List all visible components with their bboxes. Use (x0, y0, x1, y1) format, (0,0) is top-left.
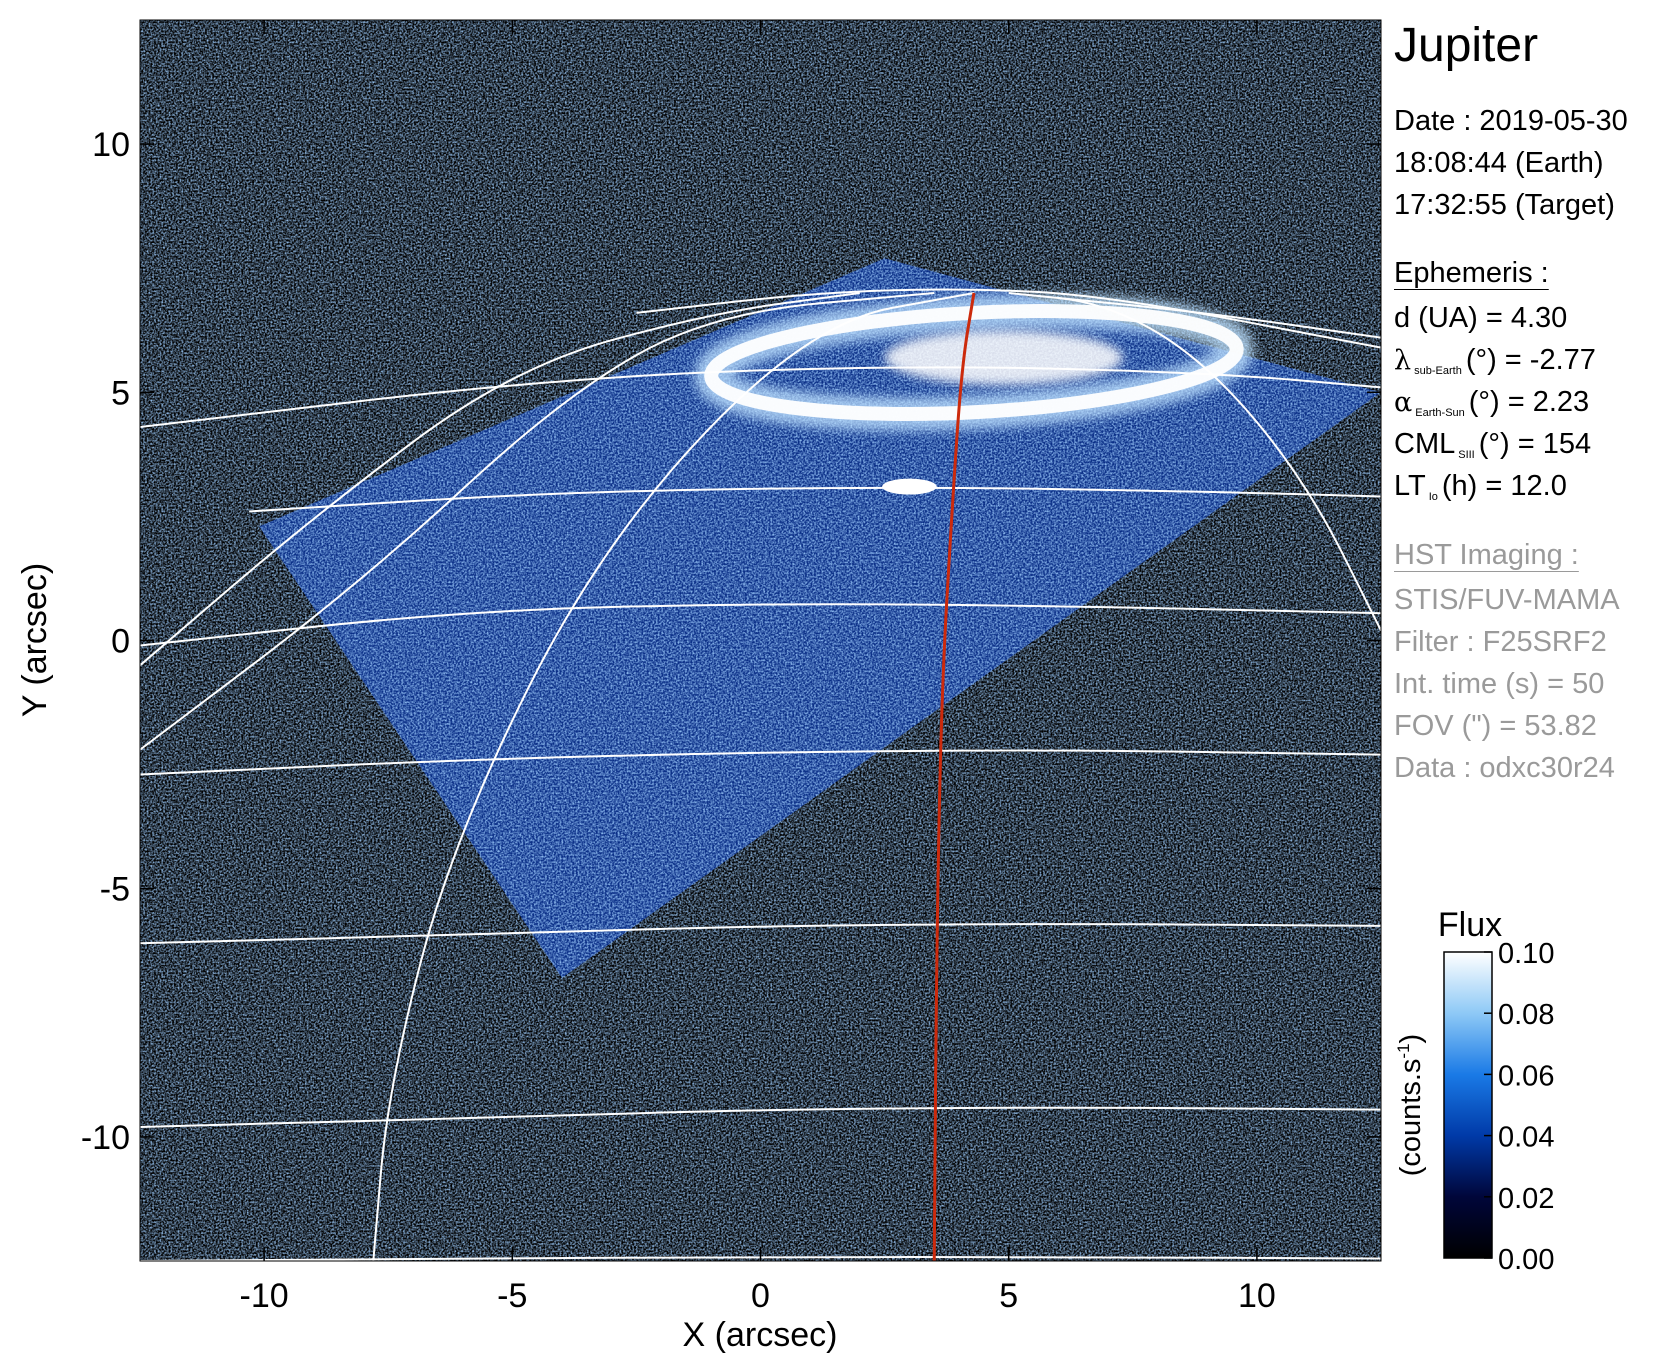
longitude-gridline (1008, 292, 1381, 632)
colorbar-title: Flux (1438, 906, 1502, 944)
ephemeris-header: Ephemeris : (1394, 257, 1549, 289)
date-text: Date : 2019-05-30 (1394, 105, 1628, 137)
colorbar-tick-label: 0.02 (1498, 1183, 1554, 1215)
colorbar-tick-label: 0.06 (1498, 1060, 1554, 1092)
x-tick-label: -5 (497, 1277, 527, 1315)
polar-emission (884, 330, 1123, 385)
time-target-text: 17:32:55 (Target) (1394, 189, 1615, 221)
colorbar-tick-label: 0.08 (1498, 999, 1554, 1031)
sub-earth-latitude-text: λ sub-Earth (°) = -2.77 (1394, 344, 1596, 377)
colorbar-label: (counts.s-1) (1394, 1034, 1427, 1176)
latitude-gridline (636, 288, 1381, 349)
latitude-gridline (249, 486, 1381, 513)
latitude-gridline (140, 1106, 1381, 1128)
fov-text: FOV (") = 53.82 (1394, 710, 1597, 742)
integration-time-text: Int. time (s) = 50 (1394, 668, 1605, 700)
longitude-gridline (372, 292, 975, 1261)
y-tick-label: -10 (81, 1119, 130, 1157)
y-axis: -10 -5 0 5 10 (81, 126, 1381, 1157)
detector-noise-texture (259, 258, 1381, 979)
phase-angle-text: α Earth-Sun (°) = 2.23 (1394, 386, 1590, 419)
y-tick-label: 0 (111, 623, 130, 661)
longitude-gridline (1058, 296, 1381, 339)
x-tick-label: -10 (240, 1277, 289, 1315)
latitude-gridline (140, 923, 1381, 945)
y-tick-label: 10 (92, 126, 130, 164)
colorbar-tick-label: 0.00 (1498, 1244, 1554, 1276)
cml-text: CML SIII (°) = 154 (1394, 428, 1592, 461)
hst-imaging-header: HST Imaging : (1394, 539, 1579, 571)
io-footprint-spot (882, 478, 937, 495)
x-tick-label: 10 (1238, 1277, 1276, 1315)
colorbar-tick-label: 0.10 (1498, 938, 1554, 970)
x-tick-label: 5 (999, 1277, 1018, 1315)
latitude-gridline (140, 366, 1381, 429)
colorbar-scale (1443, 951, 1493, 1259)
y-axis-label: Y (arcsec) (16, 563, 54, 717)
x-tick-label: 0 (751, 1277, 770, 1315)
x-axis: -10 -5 0 5 10 (240, 20, 1276, 1315)
y-tick-label: -5 (100, 871, 130, 909)
colorbar: Flux 0.00 0.02 0.04 0.06 0.08 0.10 (counts.s-… (1394, 906, 1554, 1276)
latitude-gridline (140, 603, 1381, 647)
longitude-gridline (140, 292, 860, 667)
emission-layer (259, 258, 1381, 979)
longitude-gridline (140, 292, 935, 751)
planet-name: Jupiter (1394, 19, 1539, 72)
instrument-text: STIS/FUV-MAMA (1394, 584, 1620, 616)
coordinate-grid (140, 288, 1381, 1261)
x-axis-label: X (arcsec) (683, 1316, 838, 1354)
distance-text: d (UA) = 4.30 (1394, 302, 1568, 334)
latitude-gridline (140, 749, 1381, 776)
io-footpath-curve (932, 292, 976, 1261)
local-time-text: LT Io (h) = 12.0 (1394, 470, 1567, 503)
data-id-text: Data : odxc30r24 (1394, 752, 1615, 784)
time-earth-text: 18:08:44 (Earth) (1394, 147, 1604, 179)
y-tick-label: 5 (111, 374, 130, 412)
colorbar-tick-label: 0.04 (1498, 1122, 1554, 1154)
filter-text: Filter : F25SRF2 (1394, 626, 1607, 658)
